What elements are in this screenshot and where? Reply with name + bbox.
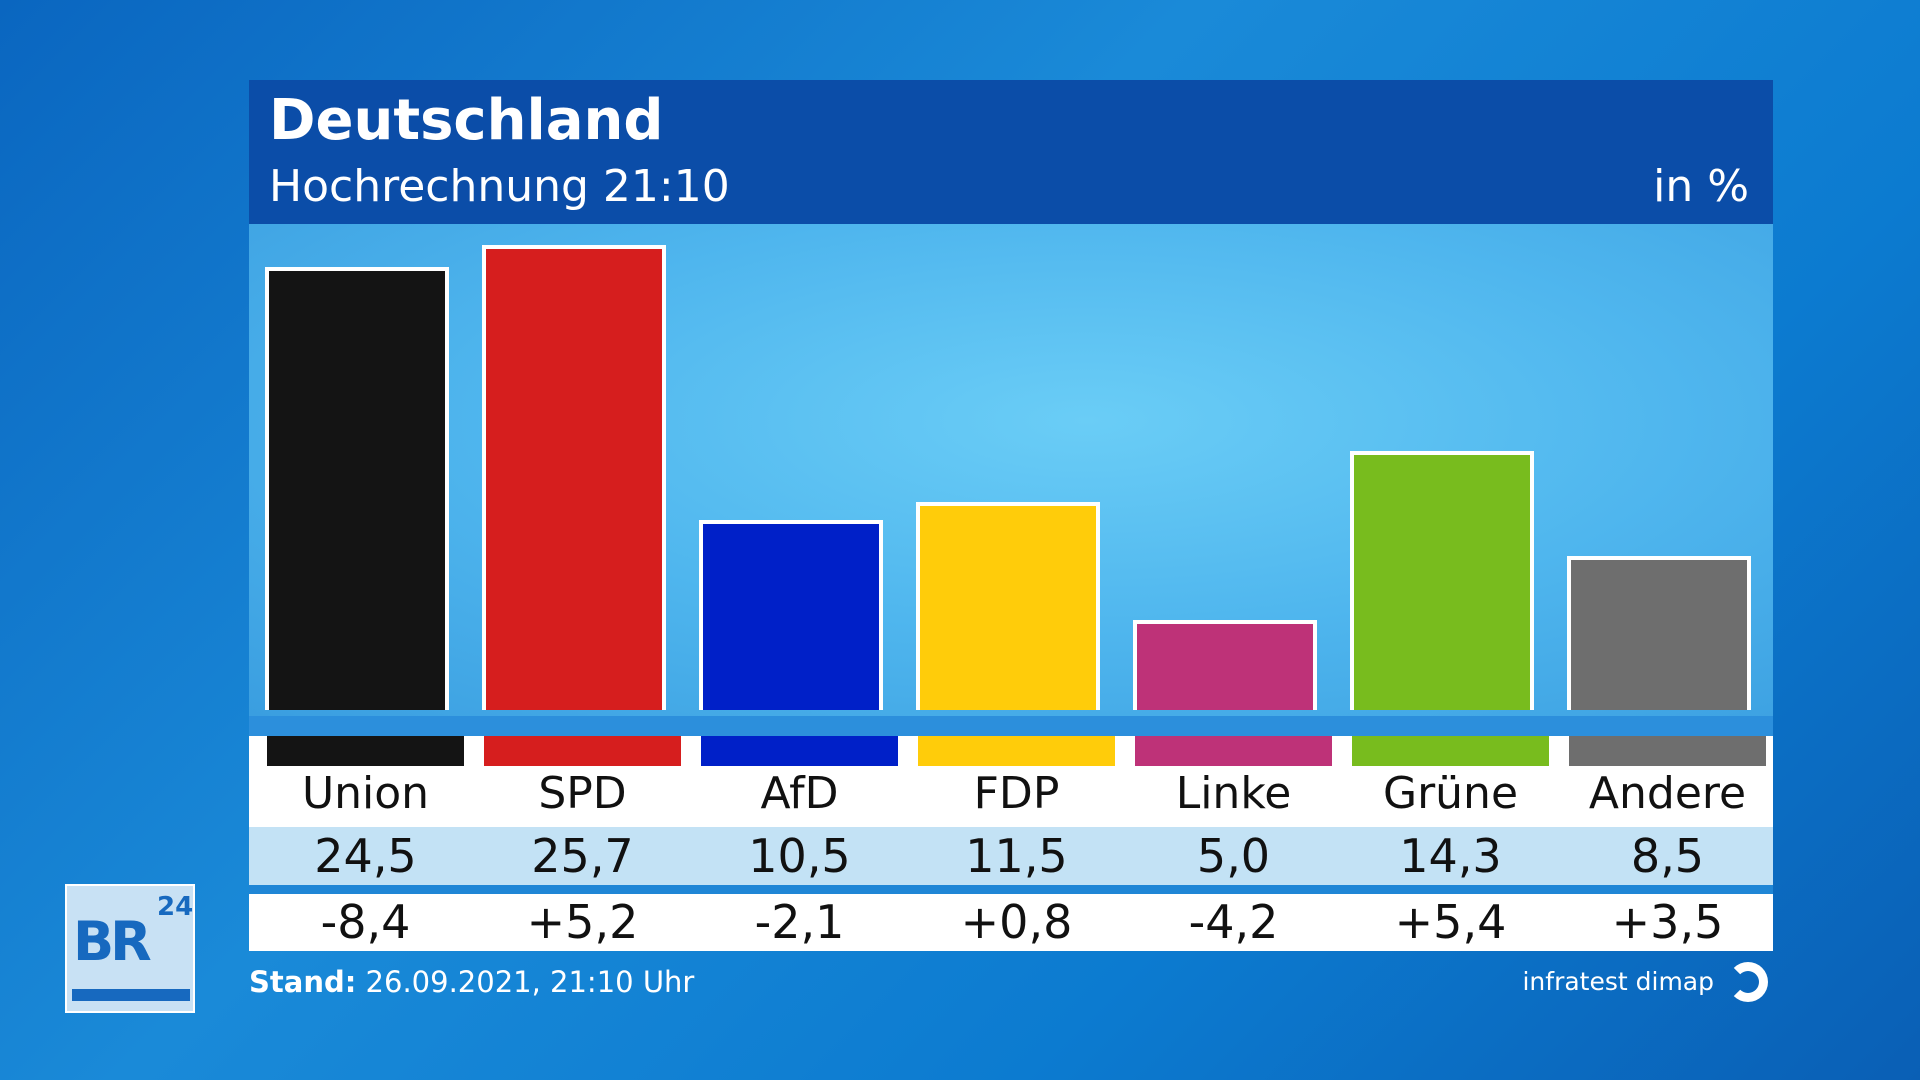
logo-text: BR [73, 910, 152, 973]
value-row: 24,5 25,7 10,5 11,5 5,0 14,3 8,5 [249, 827, 1773, 885]
bar-afd [699, 520, 883, 710]
bar-andere [1567, 556, 1751, 710]
color-strip [701, 736, 898, 766]
party-label: SPD [538, 768, 627, 819]
infratest-logo-icon [1728, 962, 1768, 1002]
color-strip [1569, 736, 1766, 766]
source-label: infratest dimap [1522, 967, 1714, 996]
party-label: FDP [973, 768, 1060, 819]
color-strip [1135, 736, 1332, 766]
party-cell: FDP [900, 736, 1117, 827]
change-label: +5,2 [526, 895, 639, 949]
chart-title: Deutschland [269, 88, 664, 153]
change-row: -8,4 +5,2 -2,1 +0,8 -4,2 +5,4 +3,5 [249, 894, 1773, 951]
party-label: Union [301, 768, 430, 819]
party-label: AfD [760, 768, 839, 819]
logo-bar [72, 989, 190, 1001]
change-label: +0,8 [960, 895, 1073, 949]
bar-spd [482, 245, 666, 710]
chart-panel: Deutschland Hochrechnung 21:10 in % Unio… [249, 80, 1773, 951]
color-strip [918, 736, 1115, 766]
value-label: 5,0 [1196, 829, 1271, 883]
change-label: -2,1 [754, 895, 845, 949]
value-label: 24,5 [314, 829, 417, 883]
divider [249, 885, 1773, 894]
value-label: 14,3 [1399, 829, 1502, 883]
value-label: 11,5 [965, 829, 1068, 883]
value-label: 10,5 [748, 829, 851, 883]
logo-number: 24 [157, 892, 194, 922]
color-strip [484, 736, 681, 766]
chart-subtitle: Hochrechnung 21:10 [269, 161, 730, 212]
change-label: -8,4 [320, 895, 411, 949]
stand-value: 26.09.2021, 21:10 Uhr [365, 965, 695, 999]
party-label: Grüne [1382, 768, 1519, 819]
party-cell: AfD [683, 736, 900, 827]
bar-linke [1133, 619, 1317, 710]
plot-area [249, 224, 1773, 716]
bar-union [265, 266, 449, 710]
unit-label: in % [1653, 161, 1749, 212]
party-cell: Grüne [1334, 736, 1551, 827]
bar-fdp [916, 501, 1100, 710]
party-cell: Andere [1551, 736, 1768, 827]
value-label: 25,7 [531, 829, 634, 883]
party-row: Union SPD AfD FDP Linke Grüne Andere [249, 736, 1773, 827]
value-label: 8,5 [1630, 829, 1705, 883]
chart-header: Deutschland Hochrechnung 21:10 in % [249, 80, 1773, 224]
color-strip [267, 736, 464, 766]
color-strip [1352, 736, 1549, 766]
change-label: +5,4 [1394, 895, 1507, 949]
party-cell: Linke [1117, 736, 1334, 827]
timestamp: Stand: 26.09.2021, 21:10 Uhr [249, 964, 694, 1000]
results-table: Union SPD AfD FDP Linke Grüne Andere 24,5 25,7 1… [249, 736, 1773, 951]
party-cell: Union [249, 736, 466, 827]
bar-grüne [1350, 451, 1534, 710]
br24-logo: BR 24 [65, 884, 195, 1013]
divider [249, 716, 1773, 736]
change-label: +3,5 [1611, 895, 1724, 949]
stand-label: Stand: [249, 965, 357, 999]
party-label: Linke [1175, 768, 1292, 819]
change-label: -4,2 [1188, 895, 1279, 949]
party-cell: SPD [466, 736, 683, 827]
party-label: Andere [1588, 768, 1747, 819]
